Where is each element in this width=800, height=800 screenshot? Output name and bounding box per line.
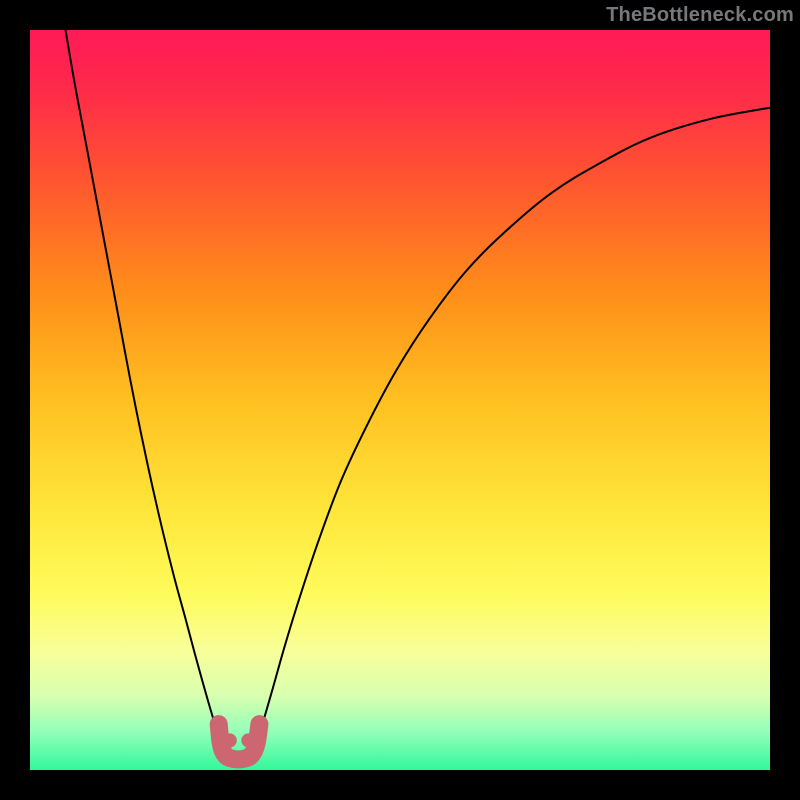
bottleneck-chart bbox=[30, 30, 770, 770]
chart-frame: TheBottleneck.com bbox=[0, 0, 800, 800]
plot-area bbox=[30, 30, 770, 770]
gradient-background bbox=[30, 30, 770, 770]
watermark-text: TheBottleneck.com bbox=[606, 4, 794, 27]
